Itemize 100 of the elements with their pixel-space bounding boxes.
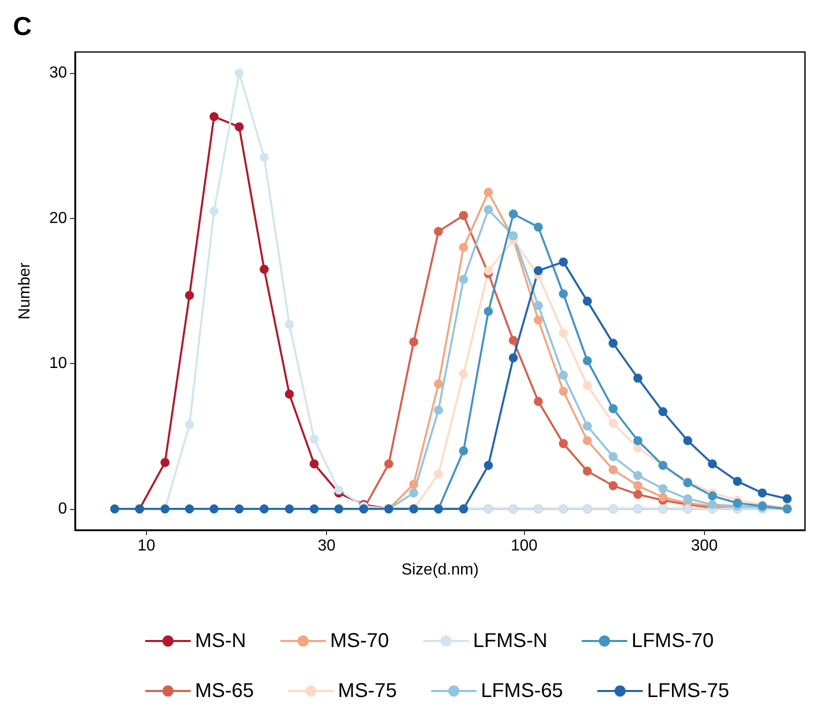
point (334, 504, 344, 514)
point (658, 484, 668, 494)
point (608, 481, 618, 490)
legend-label: LFMS-75 (647, 680, 730, 702)
point (582, 380, 592, 390)
point (608, 404, 618, 414)
point (184, 504, 194, 514)
point (210, 206, 219, 216)
point (160, 458, 170, 467)
y-tick-label: 0 (58, 500, 68, 518)
legend-label: MS-N (195, 630, 246, 652)
point (260, 264, 269, 274)
point (732, 498, 742, 508)
point (633, 481, 642, 490)
y-tick-label: 10 (49, 355, 68, 372)
point (582, 296, 592, 306)
point (558, 328, 568, 338)
point (758, 488, 767, 498)
x-tick-label: 100 (510, 538, 538, 554)
point (608, 418, 618, 428)
point (310, 434, 319, 444)
point (633, 436, 642, 446)
legend-label: MS-65 (195, 680, 254, 702)
point (110, 504, 120, 514)
point (434, 470, 443, 479)
point (658, 407, 668, 416)
y-tick-label: 30 (49, 64, 68, 82)
point (334, 486, 344, 495)
point (633, 443, 642, 452)
point (384, 459, 394, 468)
point (782, 494, 792, 504)
point (732, 476, 742, 486)
x-axis-title: Size(d.nm) (401, 562, 479, 578)
point (234, 504, 244, 514)
point (484, 306, 493, 316)
x-tick-label: 30 (318, 538, 336, 554)
point (409, 488, 418, 498)
point (558, 289, 568, 298)
point (434, 379, 443, 388)
point (534, 222, 543, 232)
point (310, 504, 319, 514)
point (558, 439, 568, 448)
point (558, 386, 568, 396)
point (409, 480, 418, 489)
point (459, 242, 468, 252)
legend-label: LFMS-70 (631, 630, 714, 652)
point (582, 436, 592, 446)
point (534, 316, 543, 325)
point (508, 210, 518, 218)
point (234, 122, 244, 132)
point (708, 459, 717, 468)
point (434, 226, 443, 236)
point (459, 274, 468, 284)
point (260, 152, 269, 162)
point (558, 370, 568, 380)
point (582, 356, 592, 366)
legend-label: MS-70 (330, 630, 390, 652)
point (508, 353, 518, 362)
point (708, 491, 717, 500)
point (184, 420, 194, 430)
point (184, 290, 194, 300)
point (234, 68, 244, 78)
legend-label: LFMS-N (473, 630, 548, 652)
point (210, 504, 219, 514)
point (683, 436, 692, 446)
y-tick-label: 20 (49, 210, 68, 227)
point (658, 492, 668, 502)
point (284, 504, 294, 514)
point (459, 446, 468, 456)
legend-label: MS-75 (338, 680, 397, 702)
point (484, 460, 493, 470)
point (508, 336, 518, 345)
point (508, 231, 518, 240)
point (260, 504, 269, 514)
point (484, 205, 493, 214)
point (310, 459, 319, 468)
point (484, 188, 493, 197)
point (534, 301, 543, 310)
point (683, 494, 692, 504)
point (284, 320, 294, 329)
point (534, 396, 543, 406)
point (210, 112, 219, 122)
point (284, 390, 294, 399)
legend-label: LFMS-65 (480, 680, 564, 702)
point (608, 465, 618, 474)
point (534, 266, 543, 276)
point (459, 369, 468, 378)
point (434, 406, 443, 415)
point (633, 374, 642, 383)
point (582, 466, 592, 476)
x-tick-label: 300 (691, 538, 718, 554)
point (459, 210, 468, 220)
point (608, 452, 618, 462)
chart-title: C (13, 11, 32, 41)
point (409, 337, 418, 346)
point (582, 422, 592, 431)
point (558, 257, 568, 266)
point (608, 338, 618, 348)
y-axis-title: Number (16, 262, 34, 320)
point (633, 490, 642, 499)
